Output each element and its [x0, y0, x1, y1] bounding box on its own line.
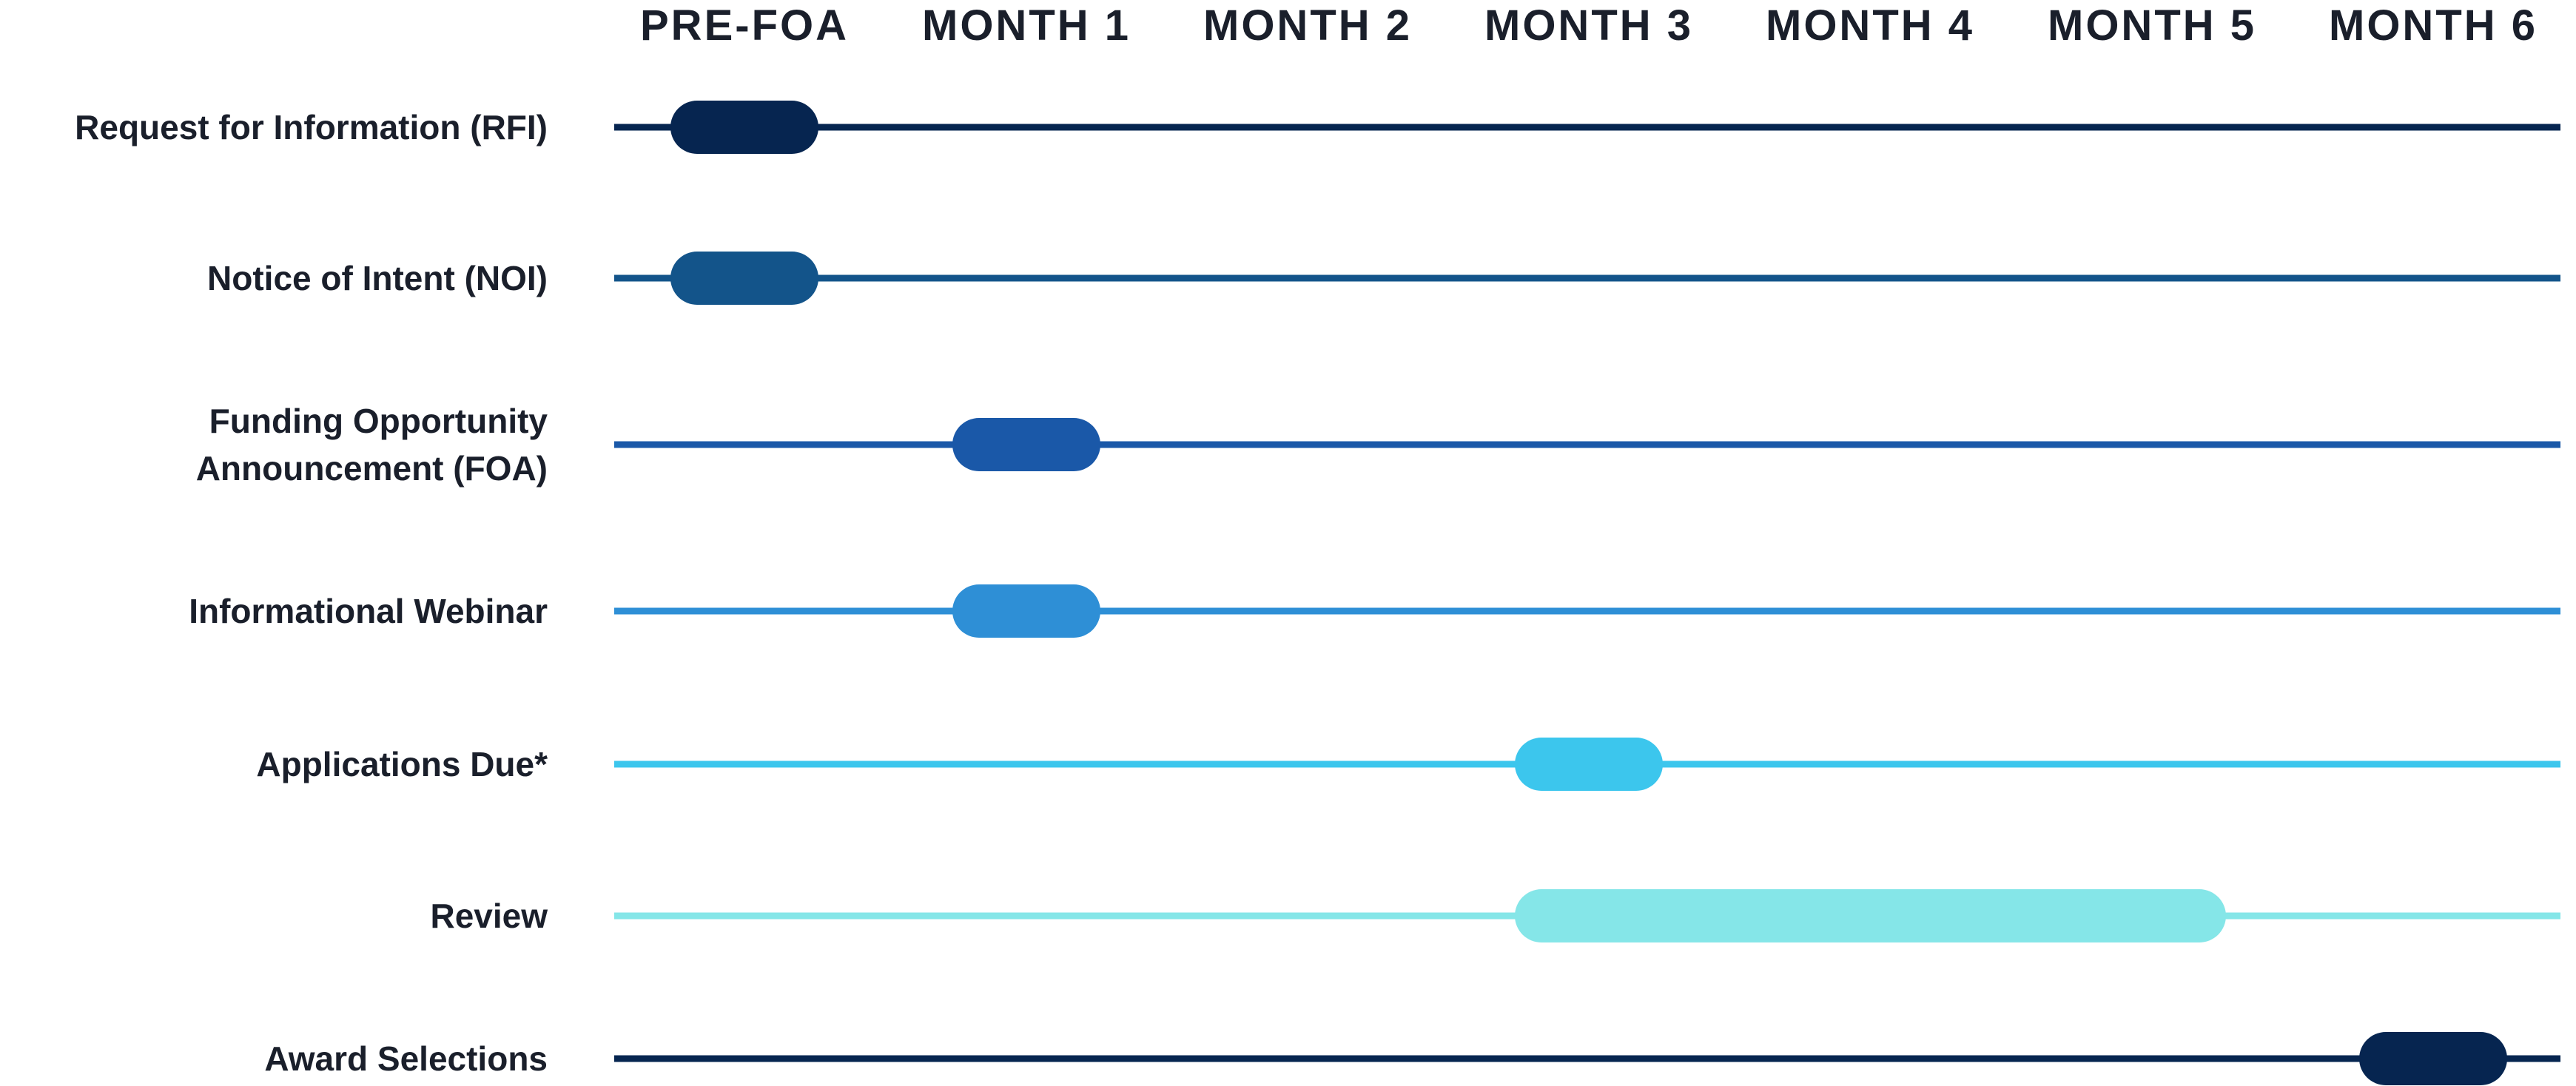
- row-label: Applications Due*: [256, 745, 548, 783]
- month-header: MONTH 5: [2048, 1, 2256, 50]
- month-header: MONTH 3: [1484, 1, 1693, 50]
- timeline-row-award-selections: Award Selections: [264, 1032, 2560, 1085]
- milestone-bar: [670, 101, 818, 154]
- row-label: Review: [430, 897, 548, 935]
- timeline-row-rfi: Request for Information (RFI): [75, 101, 2560, 154]
- month-header: PRE-FOA: [640, 1, 849, 50]
- month-headers: PRE-FOA MONTH 1 MONTH 2 MONTH 3 MONTH 4 MONTH…: [640, 1, 2538, 50]
- milestone-bar: [1515, 889, 2226, 942]
- milestone-bar: [1515, 738, 1663, 791]
- timeline-rows: Request for Information (RFI) Notice of I…: [75, 101, 2560, 1085]
- milestone-bar: [670, 252, 818, 305]
- row-label: Award Selections: [264, 1039, 548, 1078]
- row-label: Funding Opportunity: [209, 402, 548, 440]
- month-header: MONTH 2: [1203, 1, 1412, 50]
- month-header: MONTH 4: [1766, 1, 1974, 50]
- milestone-bar: [2359, 1032, 2507, 1085]
- row-label: Informational Webinar: [189, 592, 548, 630]
- month-header: MONTH 1: [922, 1, 1131, 50]
- row-label: Announcement (FOA): [196, 449, 548, 488]
- milestone-bar: [952, 584, 1100, 638]
- milestone-bar: [952, 418, 1100, 471]
- timeline-row-applications-due: Applications Due*: [256, 738, 2560, 791]
- row-label: Notice of Intent (NOI): [207, 259, 548, 297]
- timeline-row-foa: Funding Opportunity Announcement (FOA): [196, 402, 2560, 488]
- timeline-row-review: Review: [430, 889, 2560, 942]
- month-header: MONTH 6: [2329, 1, 2538, 50]
- row-label: Request for Information (RFI): [75, 108, 548, 146]
- timeline-row-webinar: Informational Webinar: [189, 584, 2560, 638]
- timeline-row-noi: Notice of Intent (NOI): [207, 252, 2560, 305]
